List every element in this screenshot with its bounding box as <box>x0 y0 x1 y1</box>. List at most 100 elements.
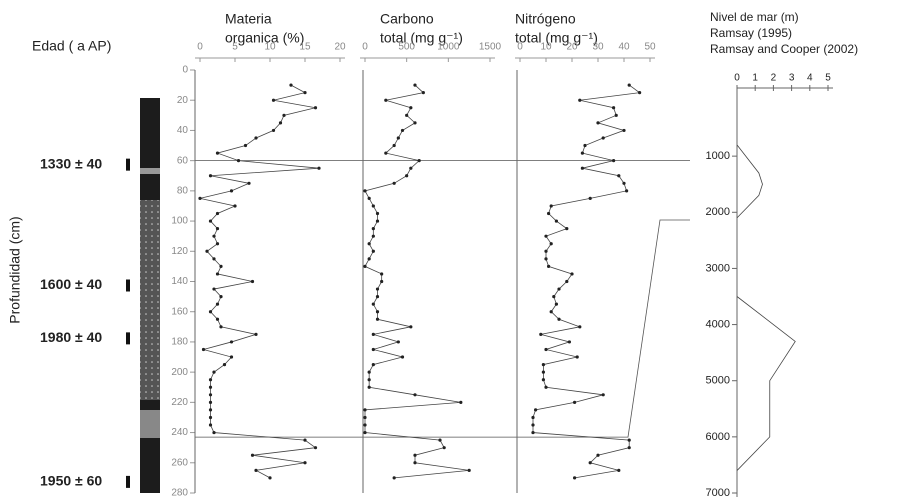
data-point <box>531 430 535 435</box>
x-tick-label: 1500 <box>479 42 502 53</box>
data-point <box>201 347 206 352</box>
data-point <box>567 340 572 344</box>
data-point <box>363 408 367 412</box>
y-tick-label: 3000 <box>706 262 730 274</box>
data-point <box>442 446 446 450</box>
x-tick-label: 0 <box>362 42 368 53</box>
data-point <box>367 385 371 389</box>
data-point <box>467 468 471 472</box>
data-point <box>250 279 255 284</box>
data-point <box>547 264 551 268</box>
data-point <box>219 295 223 299</box>
data-point <box>588 196 592 201</box>
panel-title: Materia <box>225 11 272 27</box>
data-point <box>208 378 213 382</box>
data-point <box>271 128 276 133</box>
x-tick-label: 20 <box>334 42 346 53</box>
x-tick-label: 0 <box>197 42 203 53</box>
data-point <box>549 204 553 208</box>
panel-title: organica (%) <box>225 30 304 46</box>
data-point <box>384 98 388 102</box>
data-point <box>254 468 258 472</box>
y-tick-label: 240 <box>171 427 188 438</box>
data-point <box>627 446 631 450</box>
data-point <box>215 211 220 216</box>
data-point <box>198 196 202 201</box>
data-point <box>215 317 220 321</box>
age-label: 1330 ± 40 <box>40 155 102 171</box>
data-point <box>384 151 388 155</box>
y-axis-title: Profundidad (cm) <box>7 216 23 323</box>
data-point <box>396 340 400 344</box>
data-point <box>617 174 621 178</box>
data-point <box>549 310 553 314</box>
data-point <box>570 272 574 276</box>
y-tick-label: 200 <box>171 367 188 378</box>
data-point <box>250 453 255 457</box>
x-tick-label: 1 <box>752 73 758 84</box>
data-point <box>363 423 367 427</box>
data-point <box>614 113 618 117</box>
data-point <box>612 159 616 163</box>
data-point <box>400 128 405 133</box>
x-tick-label: 10 <box>540 42 552 53</box>
data-point <box>212 370 216 374</box>
data-point <box>208 174 213 178</box>
age-label: 1950 ± 60 <box>40 473 102 489</box>
data-point <box>405 113 409 117</box>
y-tick-label: 280 <box>171 488 188 497</box>
y-tick-label: 60 <box>177 155 189 166</box>
data-point <box>375 211 380 216</box>
data-point <box>208 423 213 427</box>
data-point <box>371 362 375 367</box>
x-tick-label: 50 <box>644 42 656 53</box>
data-point <box>317 166 321 170</box>
data-point <box>541 362 546 367</box>
correlation-line <box>195 219 690 438</box>
panel-title: Nitrógeno <box>515 11 576 27</box>
x-tick-label: 40 <box>618 42 630 53</box>
y-tick-label: 0 <box>182 65 188 76</box>
data-point <box>554 219 559 223</box>
data-point <box>268 476 272 480</box>
data-point <box>363 430 367 435</box>
data-point <box>219 325 223 329</box>
data-point <box>413 393 417 397</box>
data-point <box>557 317 561 321</box>
data-point <box>438 438 442 442</box>
data-point <box>417 159 421 163</box>
data-point <box>363 264 367 268</box>
y-tick-label: 4000 <box>706 318 730 330</box>
data-point <box>622 128 626 133</box>
data-point <box>596 121 600 125</box>
data-point <box>557 287 561 291</box>
y-tick-label: 6000 <box>706 431 730 443</box>
data-point <box>413 453 417 457</box>
data-point <box>215 272 220 276</box>
age-marker <box>126 332 130 345</box>
data-point <box>229 189 234 193</box>
y-tick-label: 20 <box>177 95 189 106</box>
y-tick-label: 140 <box>171 276 188 287</box>
data-point <box>625 189 629 193</box>
data-point <box>289 83 293 87</box>
data-point <box>208 408 213 412</box>
data-point <box>363 189 367 193</box>
data-point <box>371 249 375 253</box>
data-point <box>413 461 417 465</box>
data-point <box>580 151 585 155</box>
data-point <box>534 408 538 412</box>
data-point <box>363 415 367 420</box>
data-point <box>380 272 384 276</box>
x-tick-label: 20 <box>566 42 578 53</box>
sea-level-line <box>736 144 763 219</box>
x-tick-label: 500 <box>398 42 415 53</box>
x-tick-label: 4 <box>807 73 813 84</box>
x-tick-label: 3 <box>789 73 795 84</box>
y-tick-label: 260 <box>171 457 188 468</box>
data-point <box>565 279 569 284</box>
y-tick-label: 180 <box>171 337 188 348</box>
data-point <box>638 91 642 95</box>
profile-line <box>532 84 641 479</box>
